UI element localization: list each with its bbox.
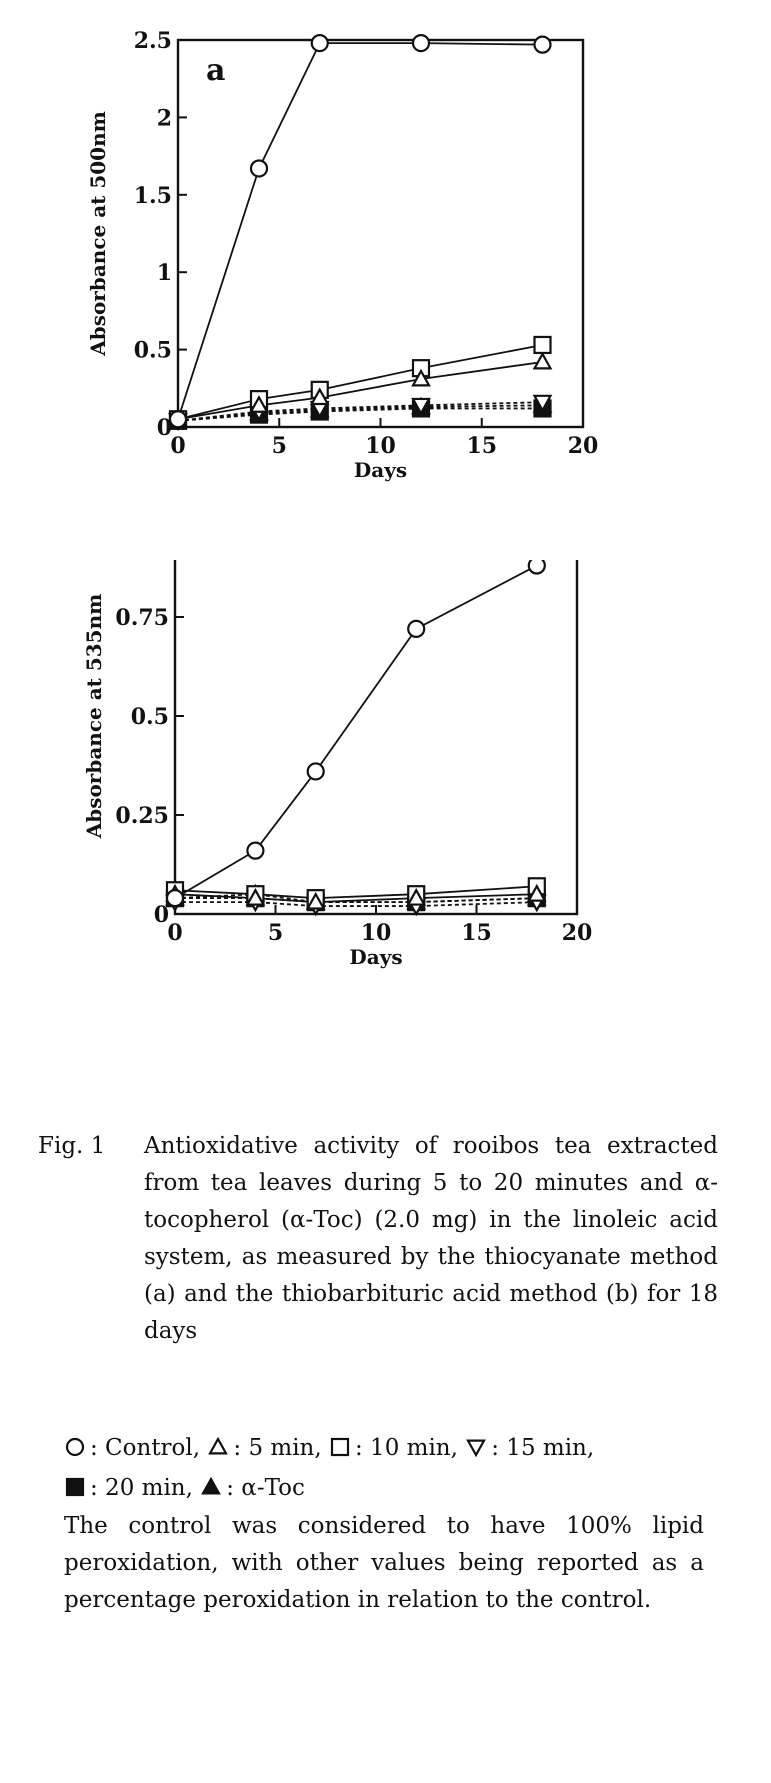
square-filled-icon (64, 1473, 86, 1510)
chart-b-y-tick-label: 0.5 (131, 704, 169, 730)
chart-b-y-tick-label: 0.25 (115, 803, 169, 829)
triangle-down-open-symbol (466, 1439, 487, 1458)
chart-b-x-tick-label: 20 (562, 920, 593, 946)
legend-item-20min: : 20 min, (64, 1475, 193, 1501)
chart-a-point-15-min (411, 397, 431, 416)
chart-a-x-tick-label: 20 (568, 433, 599, 459)
chart-a-y-tick-label: 0.5 (134, 338, 172, 364)
chart-b-point-5-min (305, 891, 326, 910)
square-filled-symbol (65, 1477, 85, 1497)
chart-a-x-tick-label: 15 (466, 433, 497, 459)
chart-b-plot-frame (173, 560, 579, 916)
triangle-up-open-shape (208, 1436, 229, 1455)
chart-a-y-axis-title: Absorbance at 500nm (86, 111, 110, 357)
triangle-up-open-symbol (208, 1436, 229, 1455)
chart-b-x-tick-label: 0 (167, 920, 182, 946)
chart-b-series-line-5-min (174, 893, 537, 904)
triangle-down-open-shape (466, 1439, 487, 1458)
chart-a-series-line-control (177, 42, 543, 420)
chart-a-y-tick-label: 1 (157, 260, 172, 286)
chart-a-point-10-min (533, 335, 552, 355)
chart-b-x-tick-label: 5 (268, 920, 283, 946)
chart-b-x-axis-title: Days (349, 945, 402, 969)
chart-a-panel-letter: a (206, 53, 225, 88)
circle-open-symbol (65, 1437, 85, 1457)
legend-line-2: : 20 min, : α-Toc (64, 1470, 724, 1510)
legend-item-control: : Control, (64, 1435, 200, 1461)
figure-caption-text: Antioxidative activity of rooibos tea ex… (144, 1133, 718, 1344)
chart-a-point-control (249, 159, 269, 178)
chart-a-y-tick-label: 2 (157, 105, 172, 131)
chart-a-point-5-min (249, 395, 269, 413)
chart-a: 0 5 10 15 20 0 0.5 1 1.5 2 2.5 Days Absorbance at 50… (86, 28, 599, 482)
chart-b-y-axis-title: Absorbance at 535nm (82, 594, 106, 840)
chart-b-y-tick-label: 0 (154, 902, 169, 928)
chart-a-point-control (310, 33, 329, 53)
chart-b-point-control (306, 762, 325, 781)
symbol-legend: : Control, : 5 min, : 10 min, : 15 min, … (64, 1430, 724, 1510)
chart-b-x-tick-label: 10 (361, 920, 392, 946)
chart-a-point-control (168, 410, 188, 429)
chart-b-x-tick-label: 15 (461, 920, 492, 946)
figure-label: Fig. 1 (38, 1133, 106, 1159)
chart-a-y-tick-label: 0 (157, 415, 172, 441)
chart-a-point-15-min (532, 394, 553, 413)
chart-a-x-tick-label: 0 (170, 433, 185, 459)
legend-text-5min: : 5 min, (233, 1435, 322, 1461)
figure-caption: Fig. 1 Antioxidative activity of rooibos… (38, 1128, 718, 1350)
triangle-up-open-icon (207, 1433, 229, 1470)
legend-text-atoc: : α-Toc (226, 1475, 305, 1501)
chart-a-x-tick-label: 5 (272, 433, 287, 459)
triangle-up-filled-symbol (201, 1476, 222, 1495)
chart-a-point-control (411, 33, 431, 53)
chart-b-point-5-min (406, 887, 427, 906)
triangle-up-filled-icon (200, 1473, 222, 1510)
legend-line-1: : Control, : 5 min, : 10 min, : 15 min, (64, 1430, 724, 1470)
legend-item-5min: : 5 min, (207, 1435, 322, 1461)
chart-b-panel-letter: b (203, 560, 224, 566)
chart-b-series-line-control (174, 564, 538, 899)
circle-open-icon (64, 1433, 86, 1470)
chart-b-point-control (407, 619, 426, 638)
chart-a-point-control (533, 35, 552, 54)
chart-a-point-5-min (532, 351, 553, 370)
square-open-icon (329, 1433, 351, 1470)
chart-b-point-control (246, 841, 265, 860)
square-open-shape (330, 1437, 350, 1457)
chart-b-point-5-min (526, 883, 547, 902)
chart-a-x-axis-title: Days (354, 458, 407, 482)
chart-a-y-tick-label: 2.5 (134, 28, 172, 54)
chart-a-point-5-min (309, 387, 330, 406)
legend-item-atoc: : α-Toc (200, 1475, 305, 1501)
chart-b-series-line-15-min (175, 901, 537, 907)
chart-b-point-control (165, 889, 185, 908)
chart-b-point-control (527, 560, 546, 575)
chart-b-y-tick-label: 0.75 (115, 605, 169, 631)
legend-text-control: : Control, (90, 1435, 201, 1461)
legend-item-10min: : 10 min, (329, 1435, 458, 1461)
legend-text-10min: : 10 min, (355, 1435, 458, 1461)
legend-text-15min: : 15 min, (491, 1435, 595, 1461)
chart-a-y-tick-label: 1.5 (134, 183, 172, 209)
legend-text-20min: : 20 min, (90, 1475, 193, 1501)
triangle-down-open-icon (465, 1433, 487, 1470)
square-open-symbol (330, 1437, 350, 1457)
figure-note: The control was considered to have 100% … (64, 1513, 704, 1613)
chart-a-point-5-min (411, 368, 431, 387)
chart-b-point-5-min (245, 887, 266, 906)
legend-item-15min: : 15 min, (465, 1435, 594, 1461)
circle-open-shape (65, 1437, 85, 1457)
square-filled-shape (65, 1477, 85, 1497)
triangle-up-filled-shape (201, 1476, 222, 1495)
chart-a-x-tick-label: 10 (365, 433, 396, 459)
